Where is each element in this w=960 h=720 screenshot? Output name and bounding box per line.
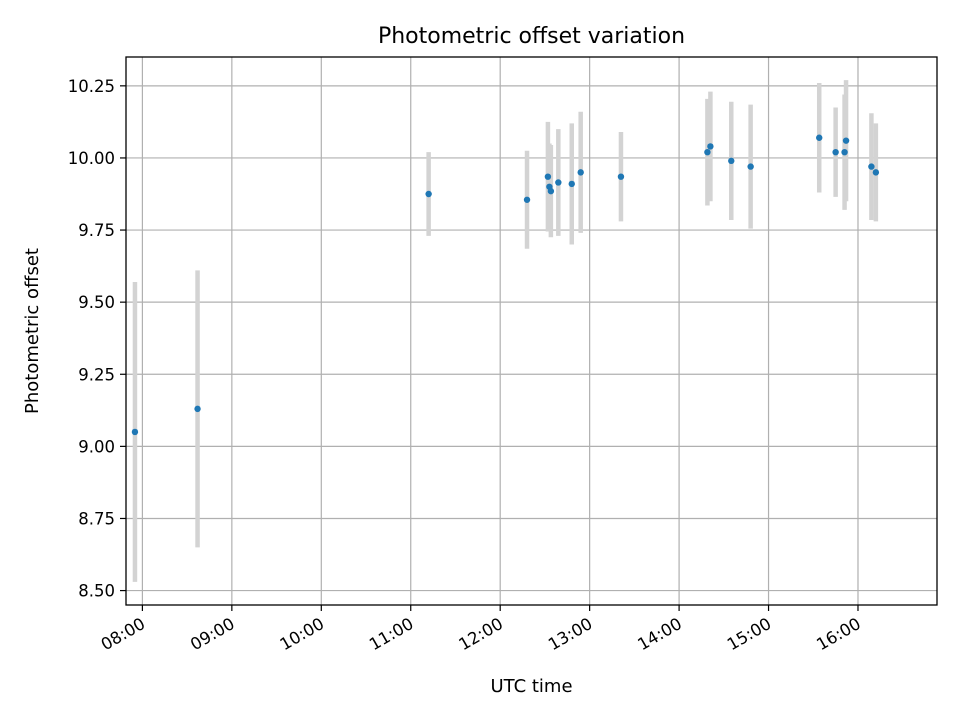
data-point	[544, 173, 552, 180]
y-tick-label: 9.75	[78, 221, 115, 240]
data-point	[747, 163, 754, 170]
data-point	[842, 137, 850, 144]
data-point	[577, 169, 584, 176]
x-axis-label: UTC time	[490, 676, 572, 697]
data-points	[131, 134, 880, 436]
data-point	[868, 163, 875, 170]
data-point	[841, 148, 848, 156]
y-tick-label: 10.25	[68, 77, 115, 96]
y-axis-label: Photometric offset	[22, 248, 43, 414]
data-point	[547, 187, 555, 195]
data-point	[131, 428, 139, 436]
grid-lines	[126, 57, 937, 605]
y-tick-label: 9.25	[78, 365, 115, 384]
data-point	[194, 405, 201, 413]
data-point	[568, 180, 575, 188]
data-point	[704, 148, 711, 156]
data-point	[425, 190, 432, 198]
data-point	[832, 148, 839, 156]
y-tick-label: 9.50	[78, 293, 115, 312]
y-tick-label: 8.75	[78, 509, 115, 528]
y-tick-label: 8.50	[78, 582, 115, 601]
data-point	[617, 173, 625, 180]
chart-title: Photometric offset variation	[378, 24, 685, 49]
plot-frame	[125, 56, 938, 606]
data-point	[707, 143, 714, 150]
data-point	[555, 179, 562, 186]
y-axis-ticks: 8.50 8.75 9.00 9.25 9.50 9.75 10.00 10.25	[68, 77, 126, 601]
y-tick-label: 9.00	[78, 437, 115, 456]
data-point	[523, 196, 531, 203]
data-point	[816, 134, 823, 141]
data-point	[728, 157, 735, 165]
data-point	[872, 169, 880, 176]
y-tick-label: 10.00	[68, 149, 115, 168]
